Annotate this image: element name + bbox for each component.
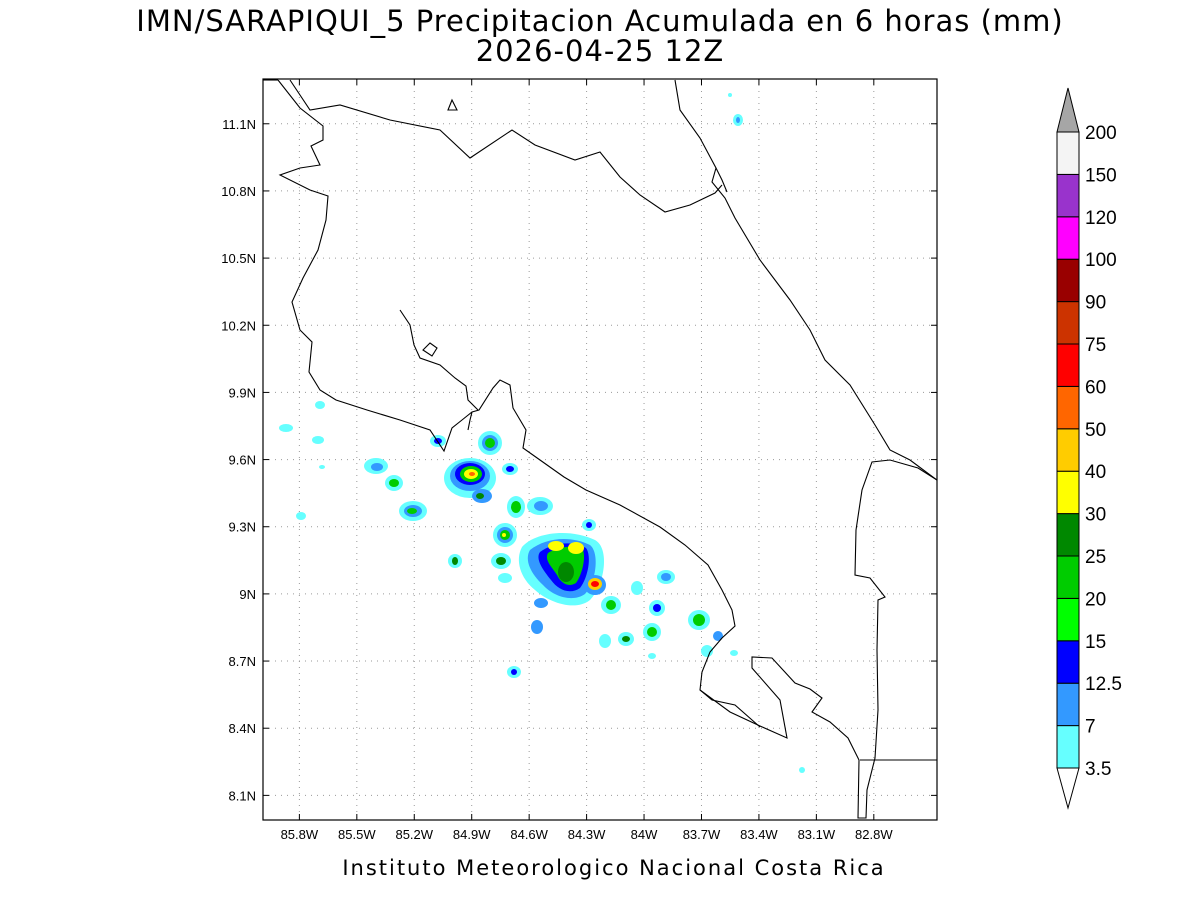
colorbar-label: 200 <box>1085 123 1117 144</box>
colorbar-label: 50 <box>1085 420 1106 441</box>
colorbar-swatch <box>1056 682 1080 727</box>
lat-tick-label: 10.5N <box>221 251 256 266</box>
lon-tick-label: 84W <box>631 827 658 842</box>
colorbar-label: 3.5 <box>1085 759 1111 780</box>
colorbar-swatch <box>1056 173 1080 218</box>
lon-tick-label: 84.3W <box>568 827 606 842</box>
precip-cell <box>364 435 462 568</box>
colorbar-label: 15 <box>1085 632 1106 653</box>
pacific-coastline <box>289 79 723 213</box>
colorbar-label: 20 <box>1085 589 1106 610</box>
lon-tick-label: 84.6W <box>510 827 548 842</box>
colorbar-label: 120 <box>1085 208 1117 229</box>
precip-cell <box>279 401 325 520</box>
lat-tick-label: 9.3N <box>229 520 256 535</box>
lat-tick-label: 9N <box>239 587 256 602</box>
footer-credit: Instituto Meteorologico Nacional Costa R… <box>342 856 886 880</box>
nicoya-coastline <box>399 309 479 411</box>
lat-tick-label: 9.6N <box>229 453 256 468</box>
colorbar-swatch <box>1056 597 1080 642</box>
coastlines <box>263 79 937 819</box>
lat-tick-label: 8.1N <box>229 788 256 803</box>
colorbar-swatch <box>1056 428 1080 472</box>
colorbar-swatch <box>1056 258 1080 303</box>
lon-tick-label: 82.8W <box>855 827 893 842</box>
colorbar-label: 12.5 <box>1085 674 1122 695</box>
colorbar-label: 30 <box>1085 505 1106 526</box>
colorbar-swatch <box>1056 725 1080 769</box>
lon-tick-label: 83.4W <box>740 827 778 842</box>
colorbar-label: 75 <box>1085 335 1106 356</box>
island-outline <box>447 98 458 111</box>
colorbar-swatch <box>1056 216 1080 260</box>
lon-tick-label: 85.5W <box>338 827 376 842</box>
map-frame <box>262 78 938 821</box>
lon-tick-label: 85.2W <box>395 827 433 842</box>
precip-cell <box>518 532 606 606</box>
colorbar-label: 7 <box>1085 717 1096 738</box>
colorbar-swatch <box>1056 343 1080 387</box>
colorbar-swatch <box>1056 513 1080 557</box>
caribbean-coastline <box>277 79 937 819</box>
precip-cell <box>599 93 805 773</box>
precip-cell <box>444 431 518 503</box>
lat-tick-label: 10.8N <box>221 184 256 199</box>
colorbar-label: 60 <box>1085 377 1106 398</box>
colorbar-lower-arrow <box>1056 767 1080 810</box>
colorbar-swatch <box>1056 555 1080 599</box>
colorbar-label: 25 <box>1085 547 1106 568</box>
colorbar-label: 90 <box>1085 293 1106 314</box>
colorbar-swatch <box>1056 385 1080 430</box>
colorbar-legend: 3.5 7 12.5 15 20 25 30 40 50 60 75 90 100 120 150 200 <box>1056 87 1122 810</box>
colorbar-upper-arrow <box>1056 87 1080 133</box>
lon-tick-label: 83.1W <box>798 827 836 842</box>
lon-tick-label: 83.7W <box>683 827 721 842</box>
eastern-coast <box>715 167 728 193</box>
lon-tick-label: 84.9W <box>453 827 491 842</box>
colorbar-swatch <box>1056 131 1080 175</box>
lon-tick-label: 85.8W <box>281 827 319 842</box>
colorbar-swatch <box>1056 301 1080 345</box>
lat-tick-label: 8.4N <box>229 721 256 736</box>
lat-tick-label: 9.9N <box>229 385 256 400</box>
map-subtitle: 2026-04-25 12Z <box>475 34 725 68</box>
lat-tick-label: 8.7N <box>229 654 256 669</box>
colorbar-label: 150 <box>1085 165 1117 186</box>
southern-border <box>699 689 761 728</box>
colorbar-swatch <box>1056 470 1080 515</box>
colorbar-label: 40 <box>1085 462 1106 483</box>
colorbar-label: 100 <box>1085 250 1117 271</box>
nicaragua-border <box>674 79 937 481</box>
map-title: IMN/SARAPIQUI_5 Precipitacion Acumulada … <box>136 4 1064 38</box>
island-outline <box>422 342 438 357</box>
lat-tick-label: 11.1N <box>222 117 256 132</box>
graticule <box>263 79 937 820</box>
gulf-coast <box>467 411 473 431</box>
colorbar-swatch <box>1056 640 1080 684</box>
precip-cell <box>491 496 596 678</box>
axis-ticks: 85.8W 85.5W 85.2W 84.9W 84.6W 84.3W 84W 83.7W 83… <box>221 79 937 842</box>
precipitation-field <box>279 93 805 773</box>
lat-tick-label: 10.2N <box>221 318 256 333</box>
